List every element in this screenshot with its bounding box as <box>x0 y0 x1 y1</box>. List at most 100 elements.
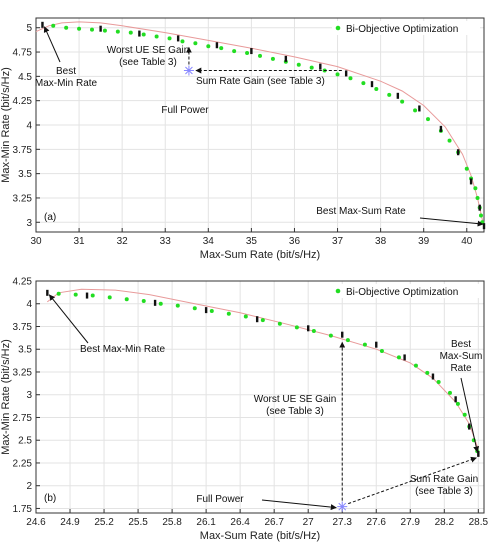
pareto-marker <box>468 423 471 430</box>
bi-objective-point <box>426 117 430 122</box>
arrow-best-max-sum <box>419 217 484 227</box>
bi-objective-point <box>56 291 61 296</box>
bi-objective-point <box>180 39 185 44</box>
y-tick-label: 2.25 <box>13 458 33 469</box>
bi-objective-point <box>270 56 275 61</box>
x-tick-label: 25.8 <box>162 517 182 528</box>
x-tick-label: 28.5 <box>469 517 489 528</box>
y-tick-label: 4 <box>26 121 32 132</box>
bi-objective-point <box>413 363 418 368</box>
arrow-sum-rate-gain <box>348 456 477 505</box>
panel-label: (b) <box>44 493 56 504</box>
x-tick-label: 34 <box>203 236 215 247</box>
pareto-marker <box>439 125 443 132</box>
pareto-marker <box>204 307 208 314</box>
x-tick-label: 25.5 <box>128 517 148 528</box>
x-axis-label: Max-Sum Rate (bit/s/Hz) <box>200 530 320 542</box>
x-tick-label: 30 <box>30 236 42 247</box>
legend-label: Bi-Objective Optimization <box>346 287 458 298</box>
bi-objective-point <box>455 401 460 406</box>
x-tick-label: 37 <box>332 236 344 247</box>
annotation-sum-rate-gain: Sum Rate Gain (see Table 3) <box>410 474 478 497</box>
y-tick-label: 3.25 <box>13 193 33 204</box>
x-tick-label: 27.9 <box>401 517 421 528</box>
y-tick-label: 3.5 <box>18 169 32 180</box>
bi-objective-point <box>243 314 248 319</box>
pareto-marker <box>403 354 406 361</box>
y-tick-label: 1.75 <box>13 504 33 515</box>
y-tick-label: 3 <box>26 218 32 229</box>
x-tick-label: 31 <box>74 236 86 247</box>
x-tick-label: 28.2 <box>435 517 455 528</box>
bi-objective-point <box>73 292 78 297</box>
legend-marker <box>335 288 341 294</box>
pareto-marker <box>85 292 89 299</box>
bi-objective-point <box>447 138 452 143</box>
bi-objective-point <box>102 28 107 33</box>
pareto-marker <box>431 373 435 380</box>
bi-objective-point <box>447 390 452 395</box>
bi-objective-point <box>400 99 405 104</box>
pareto-marker <box>284 55 288 62</box>
pareto-marker <box>370 81 374 88</box>
x-tick-label: 32 <box>117 236 129 247</box>
bi-objective-point <box>154 34 159 39</box>
bi-objective-point <box>328 333 333 338</box>
pareto-marker <box>478 204 481 211</box>
plot-frame <box>35 17 485 233</box>
chart-panel-b: 24.6 24.9 25.2 25.5 25.8 26.1 26.4 26.7 27 27.3 27… <box>0 277 488 543</box>
x-tick-label: 24.6 <box>26 517 46 528</box>
bi-objective-point <box>361 81 366 86</box>
bi-objective-point <box>90 27 94 32</box>
bi-objective-point <box>226 311 231 316</box>
bi-objective-point <box>396 355 401 360</box>
bi-objective-point <box>425 370 430 375</box>
pareto-marker <box>138 30 141 37</box>
bi-objective-point <box>478 213 483 218</box>
bi-objective-point <box>206 44 211 49</box>
x-tick-label: 39 <box>418 236 430 247</box>
y-tick-label: 4.75 <box>13 48 33 59</box>
bi-objective-point <box>309 65 314 70</box>
bi-objective-point <box>462 412 467 417</box>
annotation-best-max-min: Best Max-Min Rate <box>35 66 98 89</box>
bound-curve <box>46 288 479 450</box>
pareto-marker <box>250 48 253 55</box>
legend-marker <box>335 25 341 31</box>
y-tick-label: 2 <box>26 481 32 492</box>
bi-objective-point <box>232 49 237 54</box>
y-tick-label: 4.5 <box>18 72 32 83</box>
x-tick-label: 38 <box>375 236 387 247</box>
pareto-marker <box>341 331 344 338</box>
arrow-best-max-min <box>48 294 89 344</box>
x-tick-label: 36 <box>289 236 301 247</box>
bi-objective-point <box>473 186 478 191</box>
x-tick-label: 26.7 <box>264 517 284 528</box>
bi-objective-point <box>158 301 163 306</box>
y-tick-label: 4 <box>26 299 32 310</box>
arrow-best-max-min <box>43 26 61 63</box>
bi-objective-point <box>77 26 82 31</box>
bi-objective-point <box>374 87 379 92</box>
bi-objective-point <box>387 92 392 97</box>
x-tick-label: 27.3 <box>332 517 352 528</box>
bi-objective-point <box>64 25 69 30</box>
bi-objective-point <box>209 309 214 314</box>
pareto-marker <box>344 70 348 77</box>
bi-objective-point <box>51 23 56 28</box>
bi-objective-point <box>260 318 265 323</box>
bi-objective-point <box>141 299 146 304</box>
x-tick-label: 27 <box>303 517 315 528</box>
y-axis-label: Max-Min Rate (bit/s/Hz) <box>0 339 12 455</box>
annotation-worst-ue: Worst UE SE Gain (see Table 3) <box>254 394 337 417</box>
y-tick-label: 3.25 <box>13 367 33 378</box>
pareto-marker <box>255 316 259 323</box>
pareto-marker <box>375 341 378 348</box>
full-power-star <box>183 65 194 76</box>
bi-objective-point <box>90 293 95 298</box>
bi-objective-point <box>107 295 112 300</box>
pareto-marker <box>469 178 473 185</box>
legend-label: Bi-Objective Optimization <box>346 24 458 35</box>
legend: Bi-Objective Optimization <box>332 21 480 35</box>
